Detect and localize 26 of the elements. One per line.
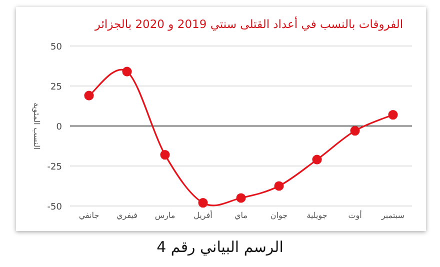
point bbox=[274, 181, 284, 191]
point bbox=[236, 193, 246, 203]
point bbox=[84, 90, 94, 100]
y-tick-label: 0 bbox=[56, 122, 62, 132]
point bbox=[312, 154, 322, 164]
y-tick-label: 50 bbox=[50, 42, 62, 52]
point bbox=[388, 110, 398, 120]
x-tick-label: فيفري bbox=[116, 211, 138, 220]
y-tick-label: -50 bbox=[47, 202, 62, 212]
chart-title: الفروقات بالنسب في أعداد القتلى سنتي 2019 و 2020 بالجزائر bbox=[94, 16, 404, 31]
x-tick-label: جوان bbox=[270, 211, 288, 220]
point bbox=[160, 150, 170, 160]
x-tick-label: أوت bbox=[348, 210, 362, 220]
x-tick-label: جانفي bbox=[78, 211, 100, 220]
x-tick-label: جويلية bbox=[306, 211, 328, 220]
point bbox=[350, 126, 360, 136]
point bbox=[198, 198, 208, 208]
text: الرسم البياني رقم 4 bbox=[156, 238, 284, 256]
y-axis-title: النسب المئوية bbox=[32, 102, 41, 150]
y-tick-label: -25 bbox=[47, 162, 62, 172]
x-tick-label: ماي bbox=[234, 211, 248, 220]
x-tick-label: مارس bbox=[154, 211, 176, 220]
x-tick-label: أفريل bbox=[194, 210, 212, 220]
point bbox=[122, 66, 132, 76]
x-tick-label: سبتمبر bbox=[380, 211, 405, 220]
y-tick-label: 25 bbox=[50, 82, 62, 92]
